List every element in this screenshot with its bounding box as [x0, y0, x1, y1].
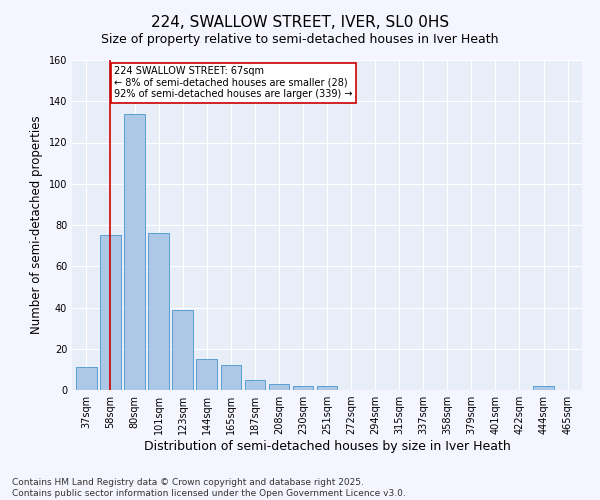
Bar — [100, 236, 121, 390]
Text: Size of property relative to semi-detached houses in Iver Heath: Size of property relative to semi-detach… — [101, 32, 499, 46]
Text: 224 SWALLOW STREET: 67sqm
← 8% of semi-detached houses are smaller (28)
92% of s: 224 SWALLOW STREET: 67sqm ← 8% of semi-d… — [114, 66, 353, 100]
Bar — [172, 310, 193, 390]
Text: Contains HM Land Registry data © Crown copyright and database right 2025.
Contai: Contains HM Land Registry data © Crown c… — [12, 478, 406, 498]
Bar — [533, 386, 554, 390]
Bar — [221, 365, 241, 390]
Bar — [317, 386, 337, 390]
Bar — [245, 380, 265, 390]
Bar — [124, 114, 145, 390]
Text: 224, SWALLOW STREET, IVER, SL0 0HS: 224, SWALLOW STREET, IVER, SL0 0HS — [151, 15, 449, 30]
Bar — [196, 359, 217, 390]
Y-axis label: Number of semi-detached properties: Number of semi-detached properties — [30, 116, 43, 334]
X-axis label: Distribution of semi-detached houses by size in Iver Heath: Distribution of semi-detached houses by … — [143, 440, 511, 453]
Bar — [148, 233, 169, 390]
Bar — [293, 386, 313, 390]
Bar — [76, 368, 97, 390]
Bar — [269, 384, 289, 390]
